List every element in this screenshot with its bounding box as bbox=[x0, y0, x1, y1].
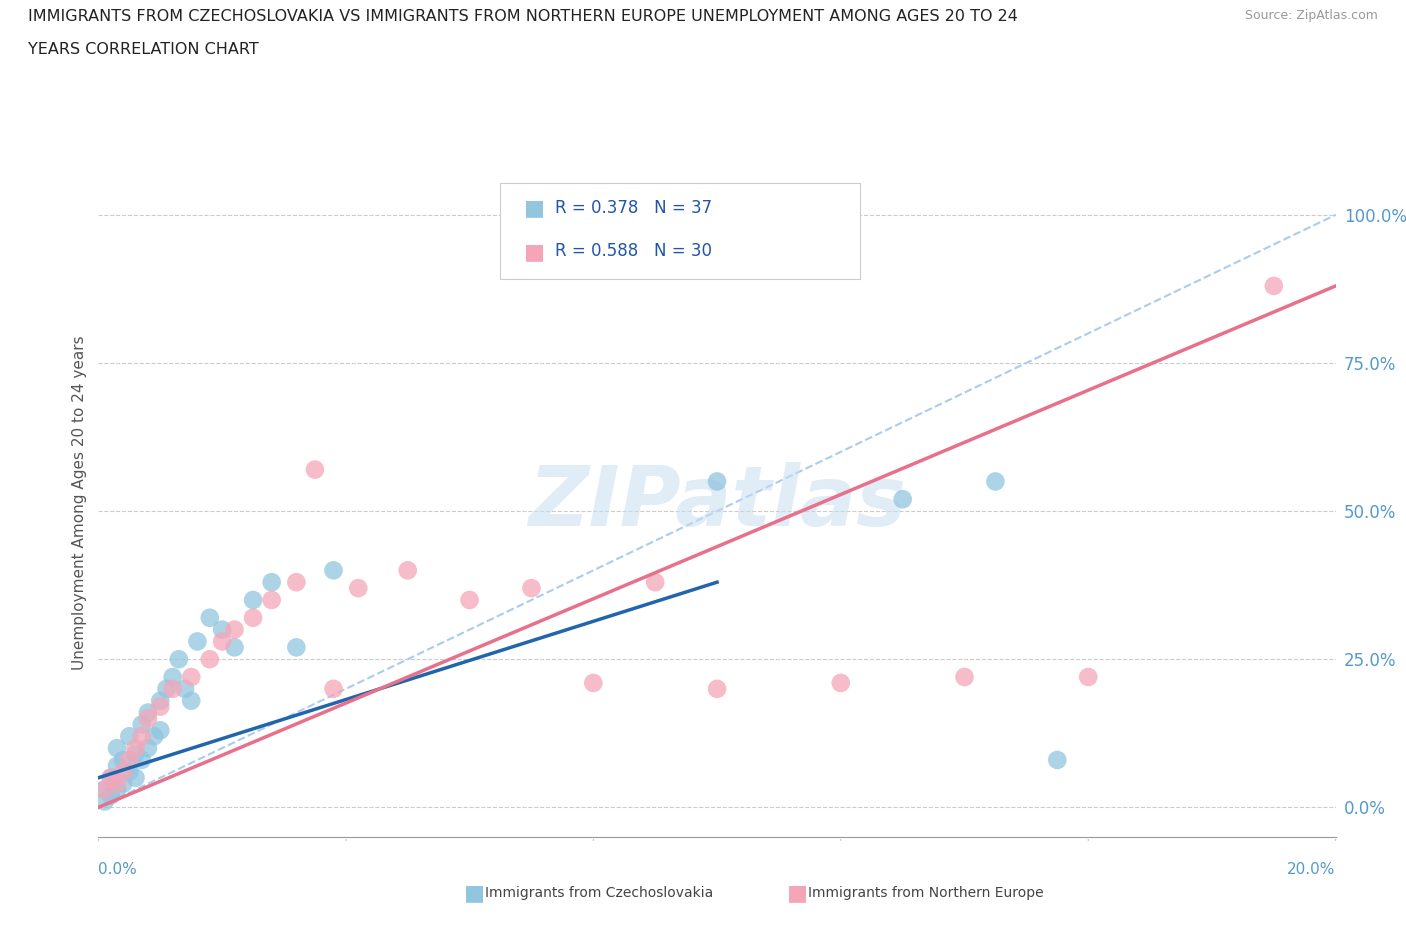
Point bbox=[347, 580, 370, 595]
Text: Immigrants from Northern Europe: Immigrants from Northern Europe bbox=[808, 885, 1045, 900]
Point bbox=[167, 652, 190, 667]
Point bbox=[93, 782, 115, 797]
Point bbox=[198, 610, 221, 625]
Point bbox=[105, 740, 128, 755]
Text: Immigrants from Czechoslovakia: Immigrants from Czechoslovakia bbox=[485, 885, 713, 900]
Text: R = 0.378   N = 37: R = 0.378 N = 37 bbox=[554, 199, 711, 217]
Point bbox=[136, 740, 159, 755]
Point bbox=[211, 634, 233, 649]
Point bbox=[100, 770, 122, 785]
Point bbox=[322, 563, 344, 578]
Point bbox=[180, 693, 202, 708]
Point bbox=[93, 794, 115, 809]
Point bbox=[224, 640, 246, 655]
Point bbox=[1046, 752, 1069, 767]
Point bbox=[149, 723, 172, 737]
Text: YEARS CORRELATION CHART: YEARS CORRELATION CHART bbox=[28, 42, 259, 57]
Text: ZIPatlas: ZIPatlas bbox=[529, 461, 905, 543]
Text: IMMIGRANTS FROM CZECHOSLOVAKIA VS IMMIGRANTS FROM NORTHERN EUROPE UNEMPLOYMENT A: IMMIGRANTS FROM CZECHOSLOVAKIA VS IMMIGR… bbox=[28, 9, 1018, 24]
Text: 20.0%: 20.0% bbox=[1288, 862, 1336, 877]
Point bbox=[136, 711, 159, 726]
Point bbox=[953, 670, 976, 684]
Point bbox=[396, 563, 419, 578]
Point bbox=[706, 474, 728, 489]
Point bbox=[186, 634, 208, 649]
Text: R = 0.588   N = 30: R = 0.588 N = 30 bbox=[554, 242, 711, 260]
Point bbox=[136, 705, 159, 720]
Point bbox=[131, 752, 153, 767]
Point bbox=[112, 777, 135, 791]
Point bbox=[124, 740, 146, 755]
Point bbox=[1263, 278, 1285, 293]
Point bbox=[706, 682, 728, 697]
Point bbox=[644, 575, 666, 590]
Point bbox=[285, 640, 308, 655]
Point bbox=[149, 699, 172, 714]
Point bbox=[100, 770, 122, 785]
Point bbox=[162, 670, 184, 684]
Point bbox=[124, 747, 146, 762]
Point bbox=[984, 474, 1007, 489]
Point bbox=[285, 575, 308, 590]
Point bbox=[242, 610, 264, 625]
Text: ■: ■ bbox=[787, 883, 808, 903]
Text: 0.0%: 0.0% bbox=[98, 862, 138, 877]
Point bbox=[124, 770, 146, 785]
Point bbox=[143, 729, 166, 744]
Point bbox=[93, 782, 115, 797]
Point bbox=[260, 575, 283, 590]
Point bbox=[458, 592, 481, 607]
Point bbox=[174, 682, 197, 697]
Point bbox=[211, 622, 233, 637]
Point bbox=[105, 759, 128, 774]
Point bbox=[180, 670, 202, 684]
Point bbox=[260, 592, 283, 607]
Point bbox=[118, 729, 141, 744]
Point bbox=[891, 492, 914, 507]
Point bbox=[155, 682, 177, 697]
Point bbox=[162, 682, 184, 697]
Point bbox=[112, 764, 135, 779]
Point bbox=[118, 764, 141, 779]
Point bbox=[131, 717, 153, 732]
Point bbox=[105, 782, 128, 797]
Point bbox=[520, 580, 543, 595]
Point bbox=[582, 675, 605, 690]
Point bbox=[118, 752, 141, 767]
Y-axis label: Unemployment Among Ages 20 to 24 years: Unemployment Among Ages 20 to 24 years bbox=[72, 335, 87, 670]
Point bbox=[105, 777, 128, 791]
Point bbox=[322, 682, 344, 697]
Text: ■: ■ bbox=[464, 883, 485, 903]
Text: Source: ZipAtlas.com: Source: ZipAtlas.com bbox=[1244, 9, 1378, 22]
Point bbox=[830, 675, 852, 690]
Point bbox=[224, 622, 246, 637]
Text: ■: ■ bbox=[523, 242, 544, 262]
Point bbox=[1077, 670, 1099, 684]
Point bbox=[304, 462, 326, 477]
Point bbox=[112, 752, 135, 767]
Point bbox=[149, 693, 172, 708]
Point bbox=[198, 652, 221, 667]
Point bbox=[100, 788, 122, 803]
Text: ■: ■ bbox=[523, 199, 544, 219]
Point bbox=[242, 592, 264, 607]
Point bbox=[131, 729, 153, 744]
